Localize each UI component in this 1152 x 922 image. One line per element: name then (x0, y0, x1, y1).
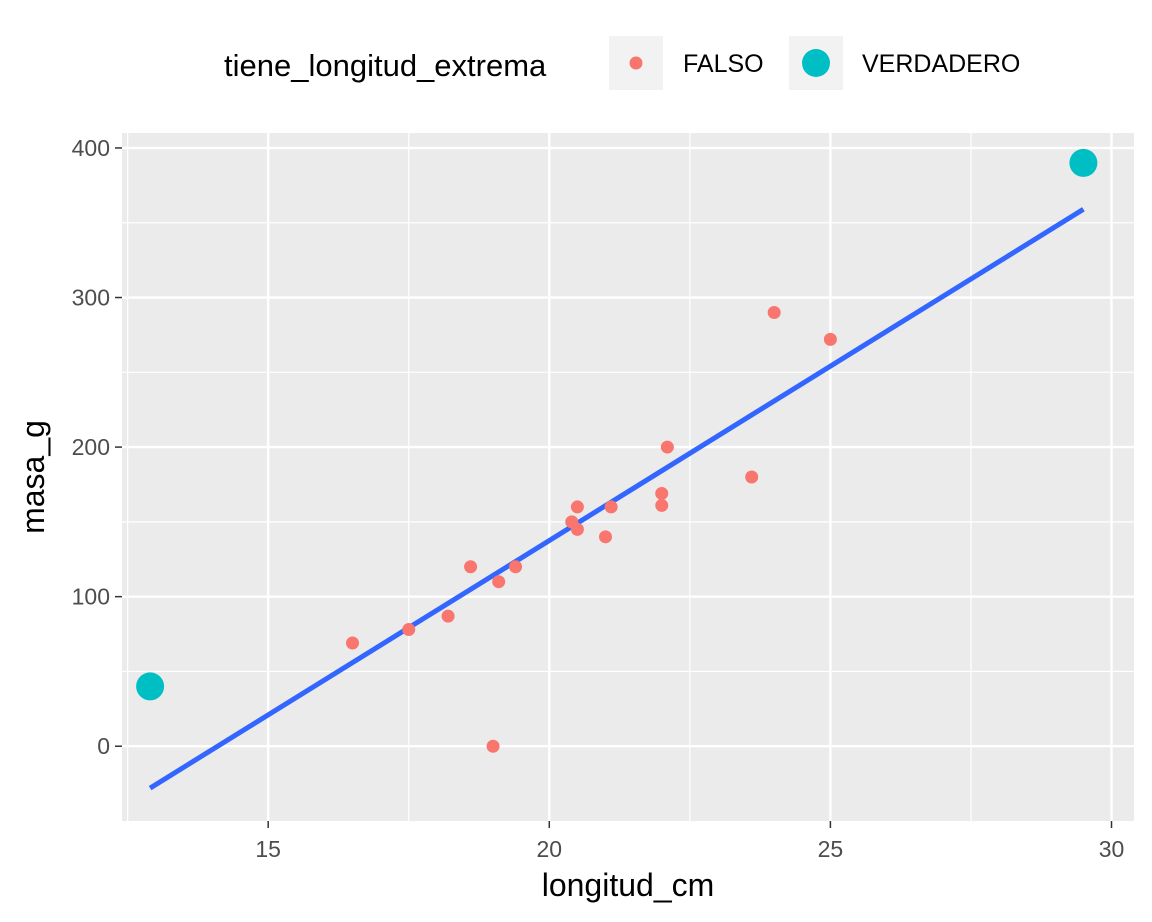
legend: tiene_longitud_extrema FALSO VERDADERO (224, 36, 1020, 90)
data-point-verdadero (1069, 148, 1098, 177)
y-tick-label: 300 (72, 285, 110, 311)
data-point-falso (464, 560, 478, 574)
data-point-verdadero (136, 672, 165, 701)
data-points (136, 148, 1098, 753)
data-point-falso (570, 522, 584, 536)
data-point-falso (402, 623, 416, 637)
data-point-falso (441, 609, 455, 623)
y-tick-label: 100 (72, 584, 110, 610)
y-tick-label: 0 (97, 733, 110, 759)
x-tick-label: 25 (818, 836, 844, 862)
legend-label-verdadero: VERDADERO (862, 50, 1020, 78)
legend-key-verdadero (802, 49, 830, 77)
data-point-falso (823, 332, 837, 346)
trend-line (148, 207, 1085, 791)
y-tick-label: 400 (72, 135, 110, 161)
x-axis-title: longitud_cm (542, 867, 715, 903)
x-tick-label: 30 (1099, 836, 1125, 862)
y-axis: 0 100 200 300 400 (72, 135, 122, 759)
legend-title: tiene_longitud_extrema (224, 48, 547, 83)
y-tick-label: 200 (72, 434, 110, 460)
data-point-falso (570, 500, 584, 514)
data-point-falso (509, 560, 523, 574)
data-point-falso (745, 470, 759, 484)
data-point-falso (599, 530, 613, 544)
trend-line-layer (148, 207, 1085, 791)
data-point-falso (655, 486, 669, 500)
data-point-falso (655, 498, 669, 512)
data-point-falso (767, 305, 781, 319)
x-axis: 15 20 25 30 (255, 821, 1124, 862)
x-tick-label: 20 (536, 836, 562, 862)
data-point-falso (660, 440, 674, 454)
minor-gridlines (122, 133, 1134, 821)
data-point-falso (604, 500, 618, 514)
major-gridlines (122, 133, 1134, 821)
plot-panel (122, 133, 1134, 821)
data-point-falso (486, 739, 500, 753)
legend-key-falso (629, 56, 643, 70)
legend-label-falso: FALSO (683, 50, 764, 78)
y-axis-title: masa_g (15, 420, 51, 534)
x-tick-label: 15 (255, 836, 281, 862)
data-point-falso (346, 636, 360, 650)
data-point-falso (492, 575, 506, 589)
